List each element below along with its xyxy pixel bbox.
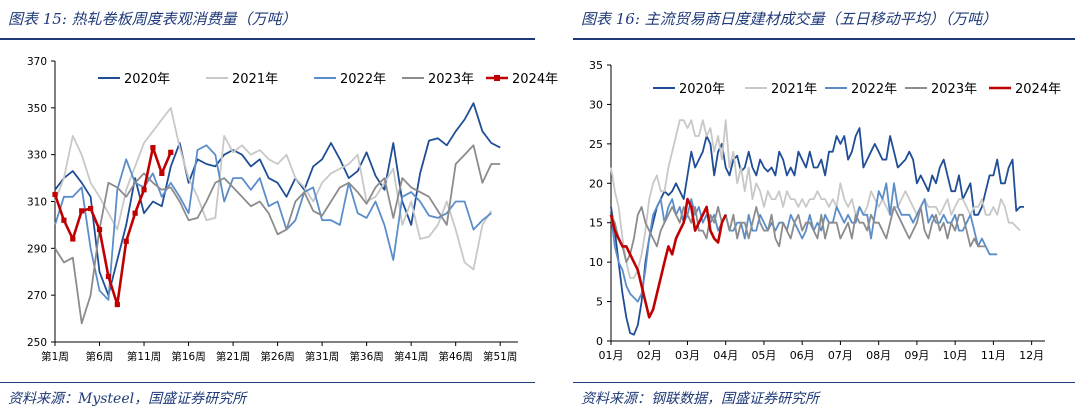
chart-source: 资料来源：钢联数据，国盛证券研究所 — [581, 391, 819, 407]
footer-rule — [0, 382, 535, 383]
data-point-2024 — [150, 145, 156, 151]
y-tick-label: 250 — [27, 337, 47, 349]
y-tick-label: 25 — [589, 138, 603, 151]
series-line-2023 — [610, 206, 986, 263]
y-tick-label: 370 — [27, 56, 47, 68]
line-chart-steel-consumption: 250270290310330350370第1周 第6周 第11周 第16周 第21周第… — [27, 56, 558, 363]
y-tick-label: 5 — [596, 296, 603, 309]
legend-label: 2022年 — [340, 72, 386, 87]
data-point-2024 — [159, 170, 165, 176]
y-tick-label: 15 — [589, 217, 603, 230]
series-line-2023 — [54, 144, 501, 325]
x-tick-label: 10月 — [943, 349, 968, 362]
data-point-2024 — [61, 217, 67, 223]
x-tick-label: 12月 — [1019, 349, 1044, 362]
x-tick-label: 08月 — [866, 349, 891, 362]
data-point-2024 — [79, 208, 85, 214]
legend-label: 2022年 — [851, 82, 897, 97]
x-tick-label: 07月 — [828, 349, 853, 362]
legend-label: 2024年 — [512, 72, 558, 87]
x-tick-label: 04月 — [713, 349, 738, 362]
data-point-2024 — [168, 149, 174, 155]
header-rule — [0, 38, 535, 40]
y-tick-label: 30 — [589, 98, 603, 111]
chart-panel-steel: 图表 15: 热轧卷板周度表观消费量（万吨） 250 270 290 310 330 35… — [0, 0, 558, 419]
y-tick-label: 330 — [27, 150, 47, 162]
x-tick-label: 02月 — [637, 349, 662, 362]
chart-title: 图表 15: 热轧卷板周度表观消费量（万吨） — [8, 10, 297, 28]
series-line-2022 — [54, 144, 492, 301]
x-tick-label: 11月 — [981, 349, 1006, 362]
legend-label: 2023年 — [931, 82, 977, 97]
x-tick-label: 03月 — [675, 349, 700, 362]
data-point-2024 — [88, 205, 94, 212]
x-tick-label: 第31周 — [305, 350, 339, 363]
series-line-2020 — [610, 127, 1024, 336]
data-point-2024 — [114, 301, 120, 308]
legend-label: 2024年 — [1015, 82, 1061, 97]
y-tick-label: 350 — [27, 103, 47, 115]
legend-label: 2021年 — [232, 72, 278, 87]
line-chart-rebar-transactions: 0 5 10 15 20 25 30 35 01月 02月 03月 04月 05月 06月 07月 08月 09… — [589, 59, 1061, 362]
series-line-2021 — [610, 119, 1021, 279]
y-tick-label: 20 — [589, 177, 603, 190]
y-tick-label: 10 — [589, 256, 603, 269]
x-tick-label: 第6周 — [86, 350, 114, 363]
data-point-2024 — [105, 273, 112, 280]
x-tick-label: 第1周 — [41, 350, 69, 363]
legend-label: 2021年 — [771, 82, 817, 97]
footer-rule — [573, 382, 1075, 383]
x-tick-label: 第11周 — [127, 350, 161, 363]
chart-title: 图表 16: 主流贸易商日度建材成交量（五日移动平均）（万吨） — [581, 10, 998, 28]
data-point-2024 — [70, 236, 76, 242]
chart-panel-rebar: 图表 16: 主流贸易商日度建材成交量（五日移动平均）（万吨） 0 5 10 15 20… — [573, 0, 1075, 419]
x-tick-label: 第41周 — [394, 350, 428, 363]
legend-label: 2020年 — [124, 72, 170, 87]
x-tick-label: 01月 — [599, 349, 624, 362]
data-point-2024 — [132, 210, 138, 216]
y-tick-label: 310 — [27, 197, 47, 209]
legend-marker — [494, 75, 500, 81]
y-tick-label: 270 — [27, 290, 47, 302]
series-line-2024 — [53, 146, 172, 306]
x-tick-label: 06月 — [790, 349, 815, 362]
legend-label: 2023年 — [428, 72, 474, 87]
chart-source: 资料来源：Mysteel，国盛证券研究所 — [8, 391, 247, 407]
data-point-2024 — [52, 191, 58, 198]
legend-label: 2020年 — [679, 82, 725, 97]
x-tick-label: 第46周 — [438, 350, 472, 363]
x-tick-label: 第21周 — [216, 350, 250, 363]
data-point-2024 — [141, 187, 147, 193]
data-point-2024 — [96, 227, 103, 233]
header-rule — [573, 38, 1075, 40]
series-line-2024 — [609, 197, 727, 319]
x-tick-label: 第51周 — [483, 350, 517, 363]
y-tick-label: 35 — [589, 59, 603, 72]
y-tick-label: 0 — [596, 335, 603, 348]
x-tick-label: 09月 — [904, 349, 929, 362]
data-point-2024 — [123, 238, 129, 244]
series-line-2020 — [54, 102, 501, 297]
x-tick-label: 第16周 — [171, 350, 205, 363]
y-tick-label: 290 — [27, 243, 47, 255]
series-line-2021 — [54, 106, 493, 271]
x-tick-label: 05月 — [751, 349, 776, 362]
x-tick-label: 第26周 — [260, 350, 294, 363]
x-tick-label: 第36周 — [349, 350, 383, 363]
